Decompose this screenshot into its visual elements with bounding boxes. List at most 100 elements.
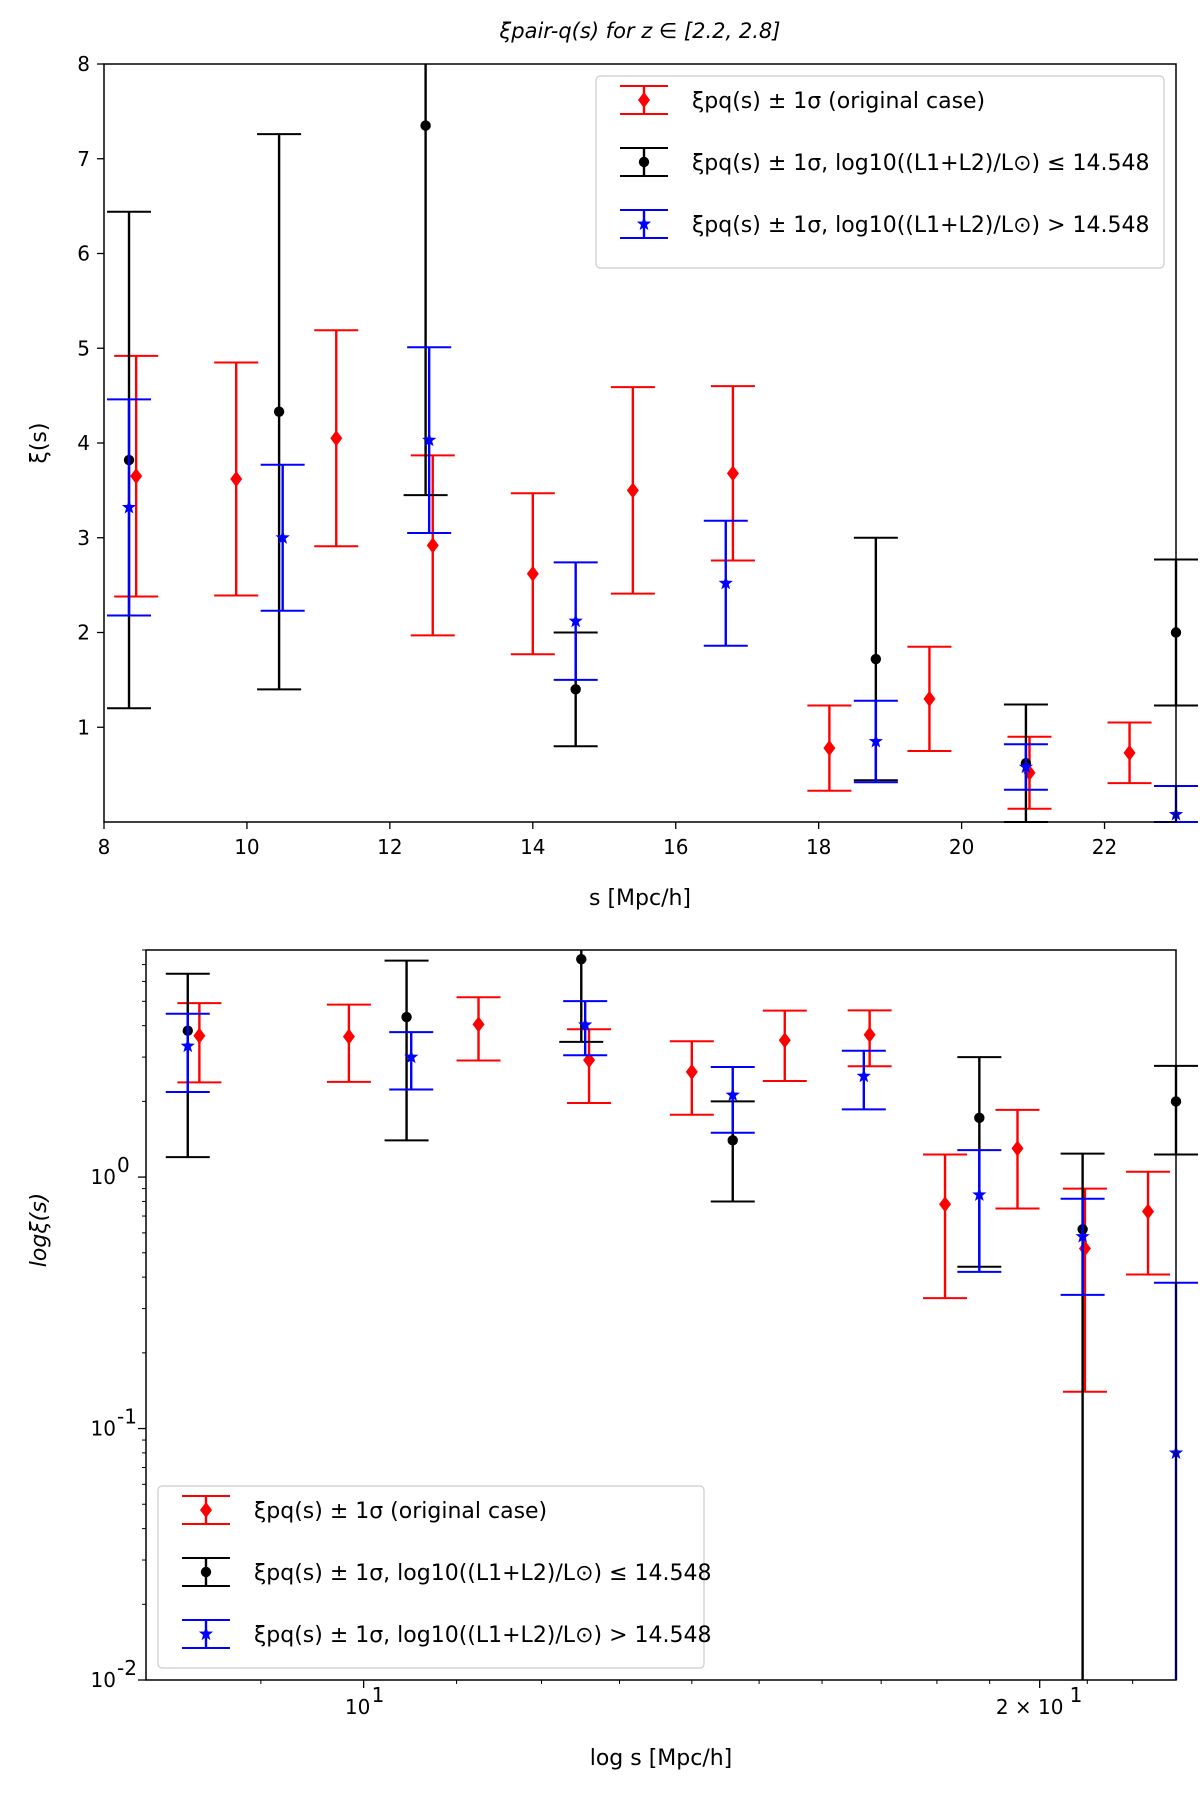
x-tick-label: 10	[345, 1695, 370, 1719]
legend-marker	[638, 156, 650, 168]
series0-point1-marker	[230, 471, 243, 488]
chart-title: ξpair-q(s) for z ∈ [2.2, 2.8]	[499, 19, 781, 43]
y-tick-label: 6	[77, 242, 90, 266]
legend-entry-original: ξpq(s) ± 1σ (original case)	[620, 85, 985, 115]
x-tick-label: 14	[520, 835, 545, 859]
legend-marker	[200, 1566, 212, 1578]
series0-point0-marker	[130, 468, 143, 485]
log-series2-point0-marker	[180, 1038, 195, 1053]
series2-point5-marker	[868, 733, 883, 748]
top-x-axis-label: s [Mpc/h]	[589, 886, 691, 911]
bottom-legend: ξpq(s) ± 1σ (original case) ξpq(s) ± 1σ,…	[157, 1485, 711, 1669]
y-tick-exponent: -1	[117, 1405, 137, 1429]
series1-point3-marker	[570, 684, 581, 695]
log-series2-point4-marker	[856, 1068, 871, 1083]
series0-point9-marker	[1023, 764, 1036, 781]
x-tick-label: 18	[806, 835, 831, 859]
log-series0-point9-marker	[1078, 1240, 1091, 1257]
log-series0-point2-marker	[472, 1016, 485, 1033]
y-tick-label: 7	[77, 147, 90, 171]
legend-label: ξpq(s) ± 1σ, log10((L1+L2)/L⊙) ≤ 14.548	[254, 1561, 711, 1586]
x-tick-exponent: 1	[372, 1683, 385, 1707]
legend-entry-high-luminosity: ξpq(s) ± 1σ, log10((L1+L2)/L⊙) > 14.548	[620, 209, 1149, 239]
series2-point6-marker	[1018, 759, 1034, 774]
legend-entry-original: ξpq(s) ± 1σ (original case)	[182, 1495, 547, 1525]
y-tick-label: 10	[91, 1417, 116, 1441]
log-series0-point10-marker	[1142, 1203, 1155, 1220]
y-tick-exponent: -2	[117, 1656, 137, 1680]
log-series2-point2-marker	[578, 1017, 593, 1031]
series1-point2-marker	[420, 120, 431, 131]
x-tick-label: 12	[377, 835, 402, 859]
y-tick-label: 10	[91, 1668, 116, 1692]
y-tick-label: 10	[91, 1165, 116, 1189]
log-series1-point4-marker	[974, 1112, 985, 1124]
top-plot-marks	[107, 64, 1198, 823]
legend-marker	[636, 216, 652, 231]
series0-point3-marker	[426, 537, 439, 554]
log-series1-point3-marker	[727, 1135, 738, 1146]
legend-label: ξpq(s) ± 1σ (original case)	[254, 1499, 547, 1524]
log-series2-point6-marker	[1075, 1229, 1090, 1243]
x-tick-label: 22	[1092, 835, 1117, 859]
series1-point4-marker	[870, 653, 882, 665]
bottom-plot-frame	[145, 949, 1177, 1681]
series2-point1-marker	[275, 530, 290, 544]
top-legend: ξpq(s) ± 1σ (original case) ξpq(s) ± 1σ,…	[595, 75, 1165, 269]
series0-point7-marker	[823, 740, 836, 757]
series2-point2-marker	[422, 432, 437, 447]
legend-entry-high-luminosity: ξpq(s) ± 1σ, log10((L1+L2)/L⊙) > 14.548	[182, 1619, 711, 1649]
legend-label: ξpq(s) ± 1σ, log10((L1+L2)/L⊙) ≤ 14.548	[692, 151, 1149, 176]
x-tick-label: 8	[98, 835, 111, 859]
x-tick-label: 2 × 10	[996, 1695, 1064, 1719]
bottom-plot-marks	[165, 950, 1198, 1680]
log-series0-point4-marker	[685, 1063, 698, 1080]
log-series1-point1-marker	[401, 1011, 412, 1023]
series0-point8-marker	[923, 690, 936, 707]
log-series2-point1-marker	[404, 1049, 419, 1064]
legend-entry-low-luminosity: ξpq(s) ± 1σ, log10((L1+L2)/L⊙) ≤ 14.548	[182, 1557, 711, 1587]
series2-point4-marker	[718, 575, 733, 590]
y-tick-exponent: 0	[117, 1153, 130, 1177]
bottom-x-axis-label: log s [Mpc/h]	[590, 1746, 733, 1771]
legend-marker	[198, 1626, 214, 1641]
legend-entry-low-luminosity: ξpq(s) ± 1σ, log10((L1+L2)/L⊙) ≤ 14.548	[620, 147, 1149, 177]
series2-point0-marker	[121, 499, 137, 514]
x-tick-label: 16	[663, 835, 688, 859]
log-series0-point1-marker	[342, 1028, 355, 1045]
legend-marker	[200, 1502, 212, 1518]
bottom-y-axis-label: logξ(s)	[27, 1193, 52, 1267]
series1-point1-marker	[273, 406, 285, 417]
series0-point6-marker	[726, 465, 739, 482]
series2-point3-marker	[568, 613, 583, 628]
x-tick-exponent: 1	[1070, 1683, 1083, 1707]
series0-point4-marker	[526, 565, 539, 582]
series0-point5-marker	[626, 482, 639, 499]
x-tick-label: 10	[234, 835, 259, 859]
x-tick-label: 20	[949, 835, 974, 859]
legend-label: ξpq(s) ± 1σ, log10((L1+L2)/L⊙) > 14.548	[254, 1623, 711, 1648]
log-series0-point5-marker	[778, 1032, 791, 1049]
y-tick-label: 4	[77, 431, 90, 455]
y-tick-label: 1	[77, 715, 90, 739]
log-series0-point8-marker	[1011, 1140, 1024, 1157]
log-series0-point0-marker	[193, 1027, 206, 1044]
log-series2-point5-marker	[972, 1187, 987, 1201]
log-series0-point6-marker	[863, 1026, 876, 1043]
top-y-axis-label: ξ(s)	[27, 423, 52, 464]
legend-marker	[638, 92, 650, 108]
top-legend-box	[595, 75, 1165, 269]
y-tick-label: 8	[77, 52, 90, 76]
log-series0-point7-marker	[939, 1196, 952, 1213]
top-panel: ξpair-q(s) for z ∈ [2.2, 2.8] 8 10 12 14 16 1…	[27, 19, 1198, 911]
series0-point2-marker	[330, 430, 343, 447]
log-series2-point3-marker	[725, 1087, 740, 1102]
y-tick-label: 3	[77, 526, 90, 550]
y-tick-label: 2	[77, 621, 90, 645]
series0-point10-marker	[1123, 744, 1136, 761]
legend-label: ξpq(s) ± 1σ (original case)	[692, 89, 985, 114]
